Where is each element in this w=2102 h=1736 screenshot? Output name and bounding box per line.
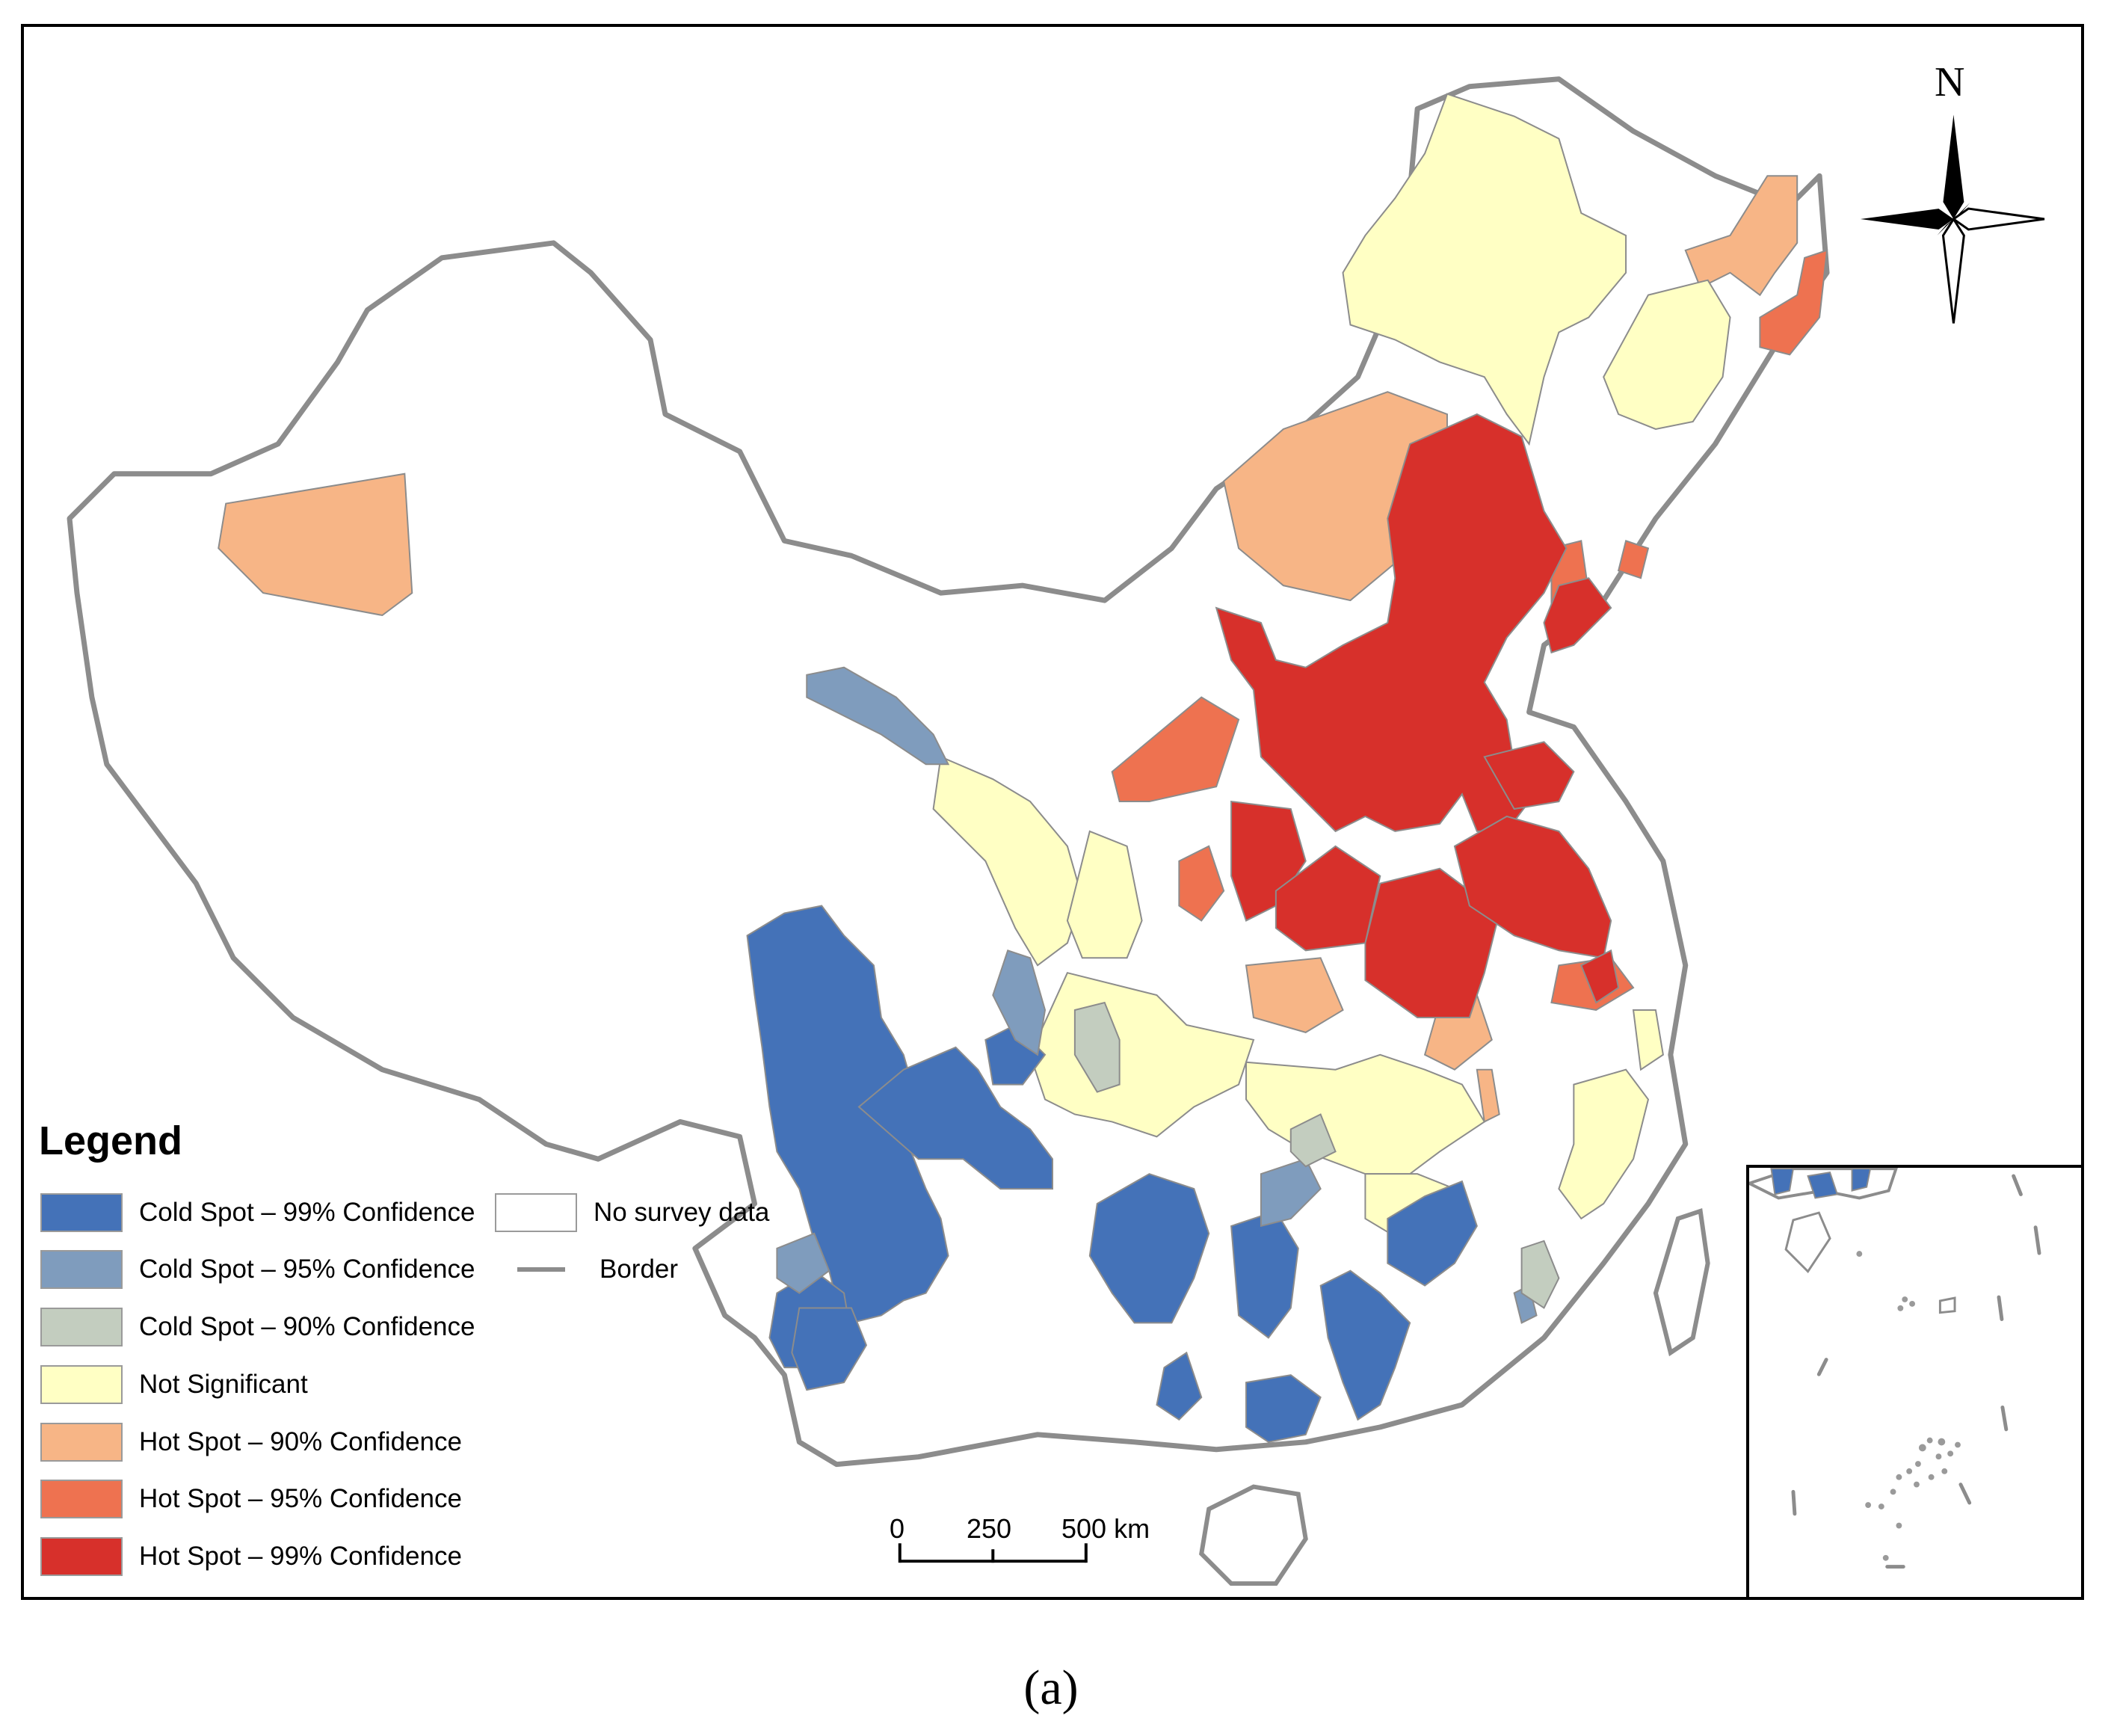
taiwan-island xyxy=(1653,1207,1710,1357)
scale-label-250: 250 xyxy=(967,1513,1012,1544)
legend-title: Legend xyxy=(39,1118,183,1163)
legend-item-cold-90: Cold Spot – 90% Confidence xyxy=(40,1305,475,1349)
north-arrow-icon xyxy=(1860,114,2045,324)
legend-label: Hot Spot – 95% Confidence xyxy=(139,1484,462,1513)
map-frame xyxy=(21,24,2084,1600)
scale-label-500: 500 km xyxy=(1061,1513,1150,1544)
legend-swatch xyxy=(40,1193,123,1232)
legend-item-hot-90: Hot Spot – 90% Confidence xyxy=(40,1420,462,1465)
cold-spot-90-regions xyxy=(1073,1001,1560,1309)
legend-swatch xyxy=(40,1250,123,1289)
hot-spot-99-regions xyxy=(1215,413,1620,1018)
legend-swatch xyxy=(495,1193,577,1232)
legend-swatch xyxy=(40,1537,123,1576)
cold-spot-99-regions xyxy=(746,905,1478,1443)
map-canvas xyxy=(67,76,2045,1586)
legend-item-cold-99: Cold Spot – 99% Confidence xyxy=(40,1190,475,1235)
inset-map xyxy=(1745,1165,2084,1600)
hainan-island xyxy=(1199,1484,1308,1586)
legend-item-hot-95: Hot Spot – 95% Confidence xyxy=(40,1477,462,1521)
legend-item-not-significant: Not Significant xyxy=(40,1362,308,1407)
legend-label: No survey data xyxy=(594,1198,770,1227)
cold-spot-95-regions xyxy=(776,666,1538,1324)
north-label: N xyxy=(1935,59,1965,105)
legend-swatch xyxy=(40,1480,123,1518)
legend-item-border: Border xyxy=(495,1247,678,1292)
legend-swatch xyxy=(40,1365,123,1404)
legend-label: Cold Spot – 99% Confidence xyxy=(139,1198,475,1227)
legend-label: Not Significant xyxy=(139,1370,308,1399)
border-line-icon xyxy=(517,1267,565,1272)
legend-label: Cold Spot – 95% Confidence xyxy=(139,1255,475,1284)
legend-label: Cold Spot – 90% Confidence xyxy=(139,1312,475,1341)
scale-bar xyxy=(898,1543,1088,1563)
legend-item-no-data: No survey data xyxy=(495,1190,769,1235)
figure-caption: (a) xyxy=(1023,1660,1079,1715)
legend-swatch xyxy=(40,1423,123,1462)
legend-item-hot-99: Hot Spot – 99% Confidence xyxy=(40,1534,462,1579)
legend-item-cold-95: Cold Spot – 95% Confidence xyxy=(40,1247,475,1292)
scale-label-0: 0 xyxy=(890,1513,905,1544)
legend-label: Hot Spot – 90% Confidence xyxy=(139,1427,462,1456)
legend-swatch xyxy=(40,1308,123,1346)
legend-label: Border xyxy=(600,1255,679,1284)
legend-label: Hot Spot – 99% Confidence xyxy=(139,1542,462,1571)
